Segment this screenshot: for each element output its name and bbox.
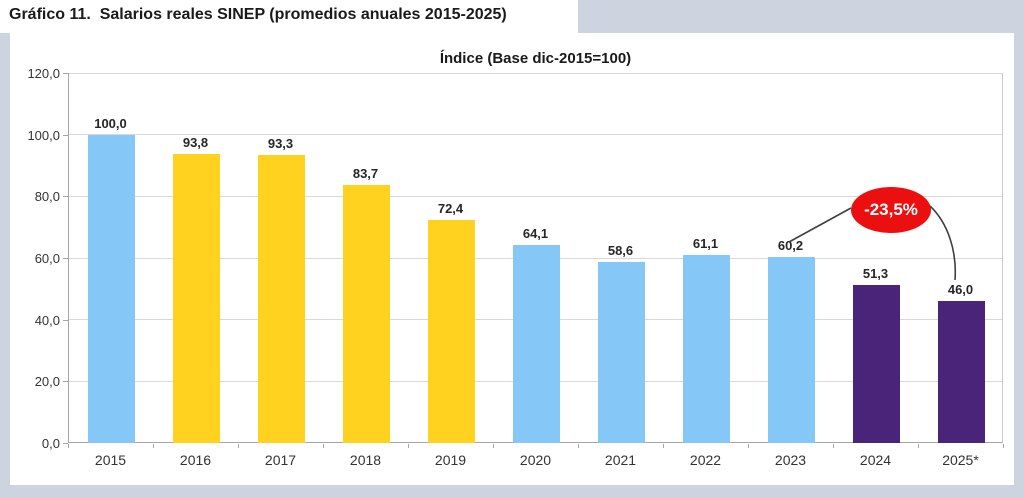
bar-2016 [173,153,220,443]
bar-2023 [768,257,815,443]
x-axis-tick [748,444,749,448]
value-label-2017: 93,3 [267,136,294,152]
value-label-2020: 64,1 [522,226,549,242]
x-axis-label-2015: 2015 [94,452,127,468]
x-axis-label-2021: 2021 [604,452,637,468]
bar-2019 [428,219,475,443]
x-axis-label-2016: 2016 [179,452,212,468]
y-axis-tick [63,319,68,321]
y-axis-label-120,0: 120,0 [27,66,60,81]
x-axis-label-2025*: 2025* [942,452,979,468]
bar-2015 [88,134,135,443]
value-label-2016: 93,8 [182,134,209,150]
x-axis-tick [68,444,69,448]
y-axis-label-40,0: 40,0 [34,312,60,328]
y-axis-label-20,0: 20,0 [34,374,60,390]
y-axis-label-60,0: 60,0 [34,251,60,266]
y-axis-tick [63,443,68,444]
x-axis-tick [918,444,919,448]
bar-2025* [938,301,985,443]
y-axis-tick [63,134,68,136]
value-label-2022: 61,1 [692,235,719,251]
value-label-2023: 60,2 [777,238,804,254]
x-axis-label-2018: 2018 [349,452,382,468]
figure-title-bar: Gráfico 11. Salarios reales SINEP (prome… [0,0,578,33]
value-label-2018: 83,7 [352,165,379,181]
y-axis-label-0,0: 0,0 [41,436,60,451]
y-axis-label-80,0: 80,0 [34,189,60,205]
y-axis-tick [63,258,68,259]
value-label-2019: 72,4 [437,200,464,216]
x-axis-tick [833,444,834,448]
x-axis-label-2019: 2019 [434,452,467,468]
bar-2021 [598,262,645,443]
x-axis-label-2017: 2017 [264,452,297,468]
y-axis-tick [63,381,68,383]
value-label-2024: 51,3 [862,265,889,281]
bar-2020 [513,245,560,443]
x-axis-label-2023: 2023 [774,452,807,468]
x-axis-label-2020: 2020 [519,452,552,468]
x-axis-tick [153,444,154,448]
chart-title: Índice (Base dic-2015=100) [439,50,632,67]
y-axis-label-100,0: 100,0 [27,127,60,143]
plot-area [68,72,1003,443]
value-label-2025*: 46,0 [947,282,974,298]
gridline-100 [69,134,1002,136]
x-axis-label-2024: 2024 [859,452,892,468]
bar-2022 [683,254,730,443]
value-label-2015: 100,0 [94,115,127,131]
annotation-badge: -23,5% [851,187,931,233]
x-axis-tick [493,444,494,448]
x-axis-tick [323,444,324,448]
y-axis-tick [63,73,68,74]
x-axis-tick [408,444,409,448]
bar-2024 [853,284,900,443]
bar-2018 [343,184,390,443]
x-axis-tick [1003,444,1004,448]
gridline-120 [69,72,1002,74]
x-axis-tick [578,444,579,448]
y-axis-tick [63,196,68,198]
chart-container: Índice (Base dic-2015=100) 0,0 20,0 40,0 60… [10,33,1014,485]
x-axis-label-2022: 2022 [689,452,722,468]
x-axis-tick [663,444,664,448]
figure-title: Gráfico 11. Salarios reales SINEP (prome… [9,6,507,23]
bar-2017 [258,155,305,443]
gridline-80 [69,195,1002,197]
value-label-2021: 58,6 [607,243,634,259]
x-axis-tick [238,444,239,448]
